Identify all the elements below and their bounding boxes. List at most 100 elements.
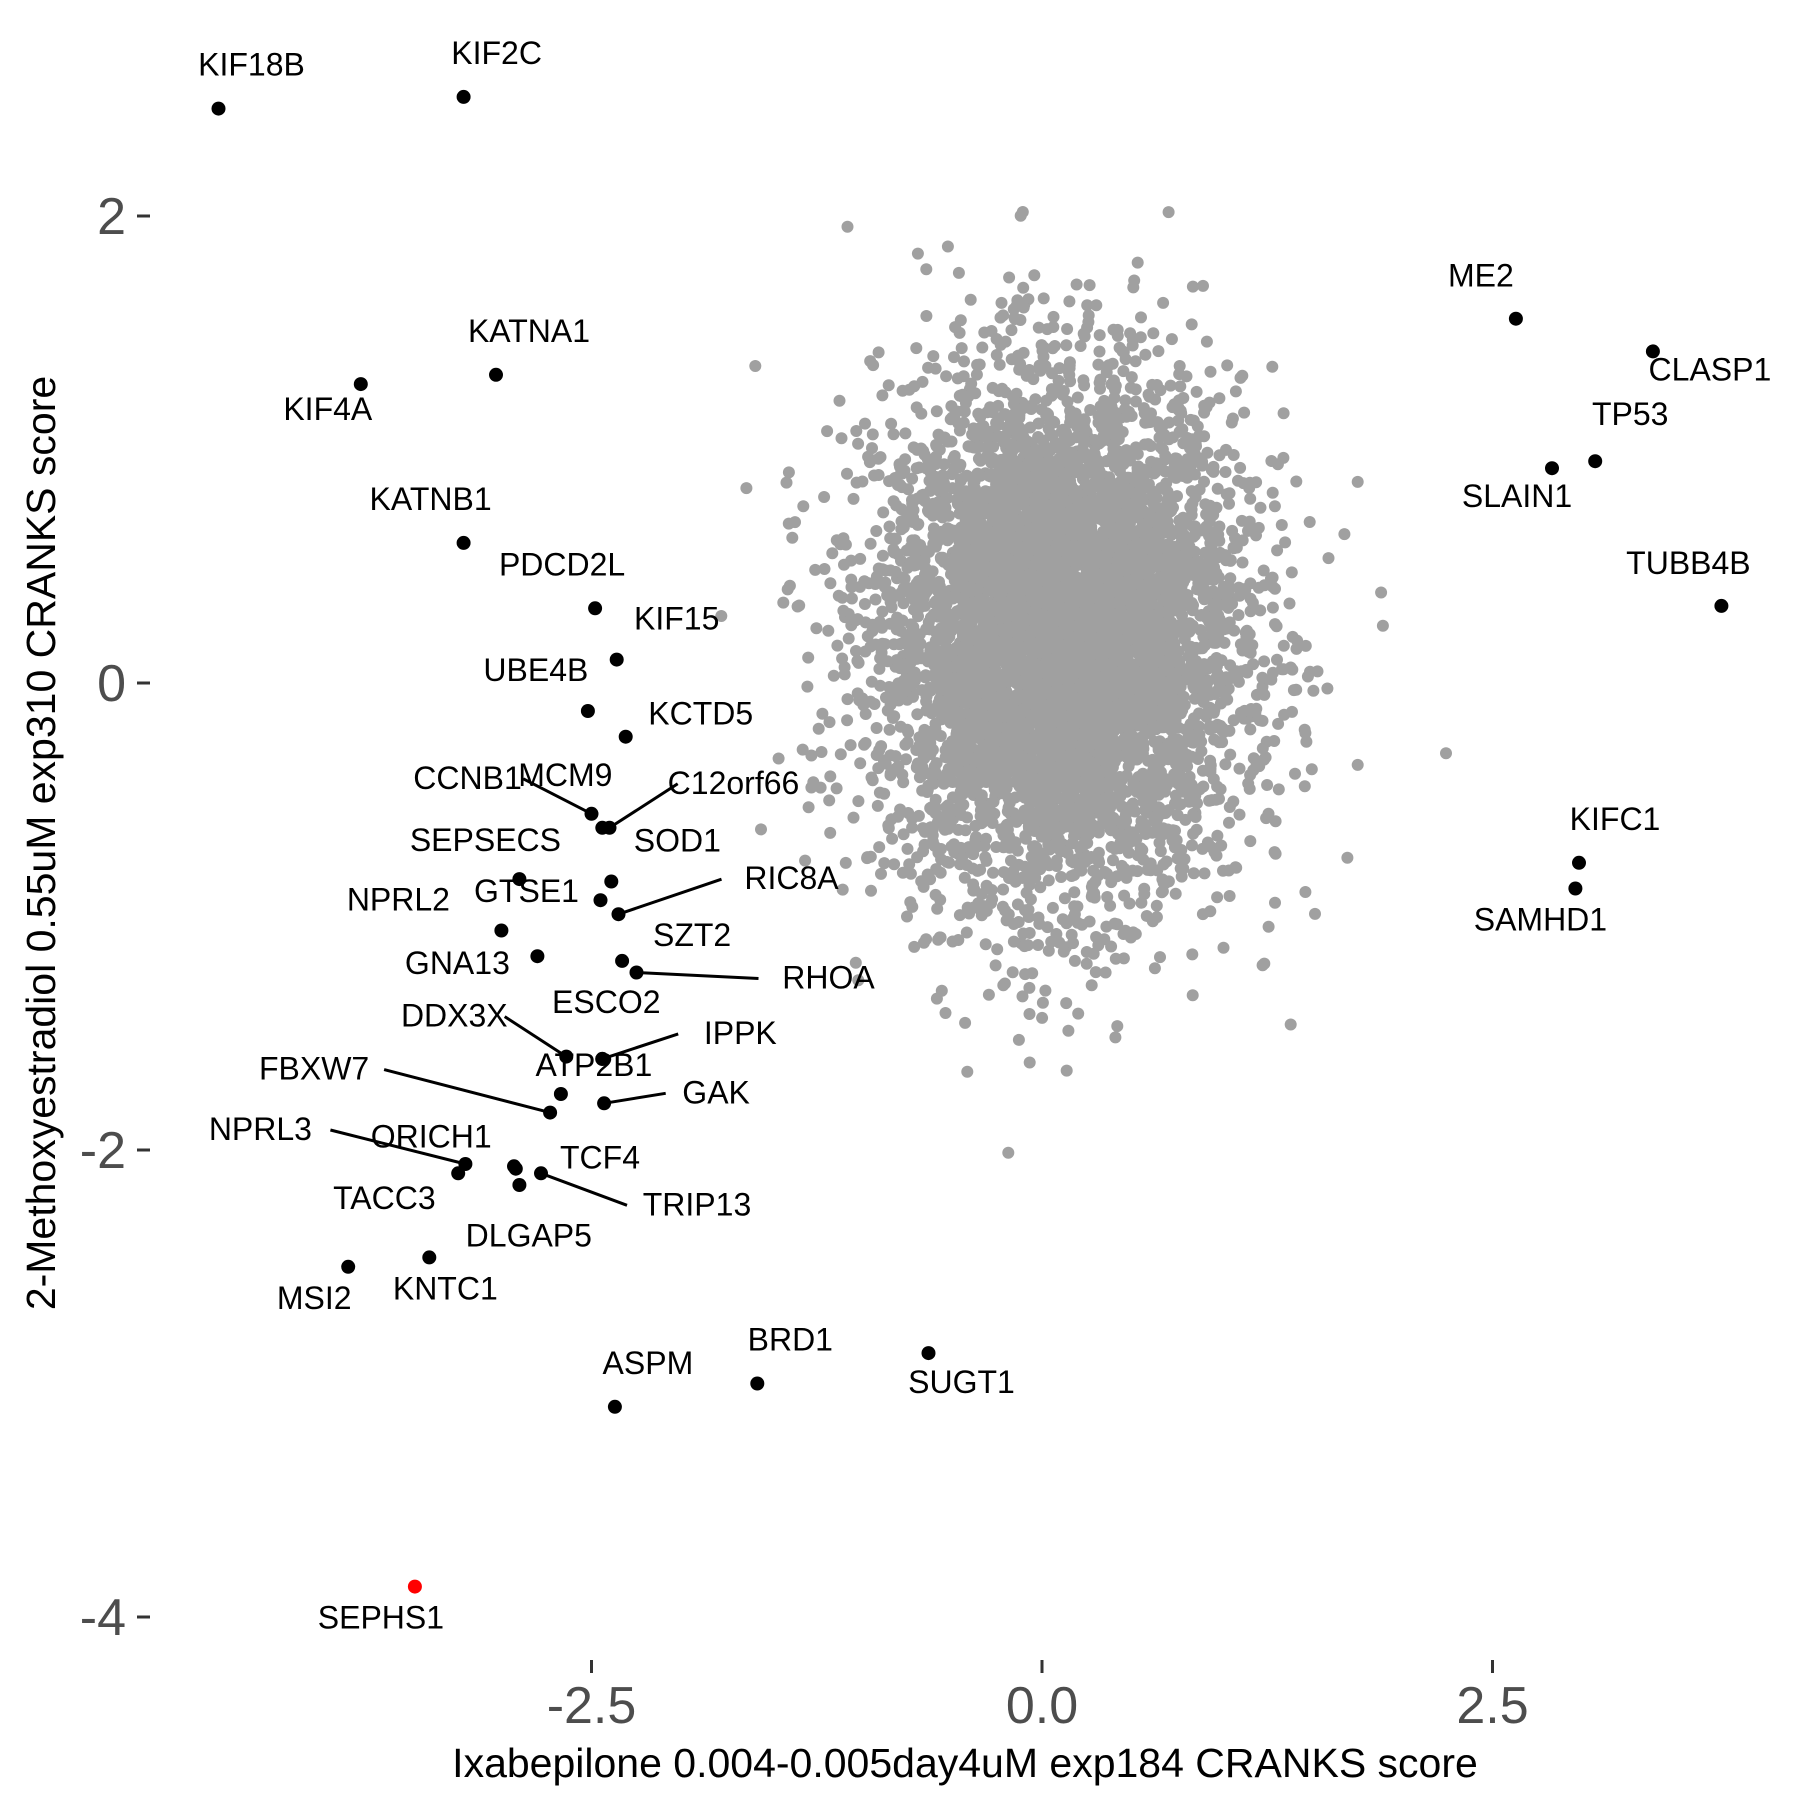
background-point [888,532,901,545]
background-point [818,563,831,575]
background-point [1136,654,1149,667]
background-point [1183,540,1196,553]
background-point [1067,452,1079,465]
background-point [1050,928,1063,940]
background-point [1028,269,1041,282]
background-point [1277,407,1290,420]
background-point [922,361,935,374]
background-point [1046,901,1059,914]
background-point [796,743,809,756]
background-point [1006,966,1019,979]
background-point [1129,355,1142,368]
background-point [1258,688,1271,701]
background-point [1140,910,1153,922]
background-point [1286,705,1298,718]
background-point [824,826,837,839]
background-point [955,809,968,821]
background-point [852,974,865,987]
background-point [1244,492,1257,505]
background-point [1227,714,1240,727]
background-point [1006,390,1019,403]
background-point [1299,639,1312,652]
background-point [1131,256,1144,269]
background-point [979,710,992,722]
background-point [1165,529,1178,541]
background-point [990,670,1003,683]
background-point [1093,376,1106,389]
background-point [864,537,877,550]
background-point [1076,451,1089,464]
background-point [1063,464,1076,477]
background-point [818,491,831,503]
background-point [1299,727,1312,739]
background-point [1221,359,1234,372]
background-point [903,858,916,871]
background-point [1022,911,1035,923]
background-point [830,782,843,795]
background-point [1070,278,1083,291]
background-point [910,342,923,355]
background-point [1153,421,1166,434]
background-point [1163,433,1175,446]
background-point [1036,1011,1049,1024]
background-point [1211,482,1224,495]
background-point [1213,736,1226,749]
background-point [1233,762,1246,775]
background-point [1261,779,1274,791]
background-point [1154,441,1167,454]
background-point [917,880,930,893]
background-point [1040,394,1053,407]
background-point [1229,385,1242,398]
background-point [906,494,918,507]
background-point [1232,609,1245,621]
background-point [838,668,851,681]
background-point [1208,688,1221,700]
background-point [986,817,999,829]
background-point [941,240,954,253]
background-point [1002,1146,1015,1159]
background-point [1223,497,1235,510]
background-point [786,531,799,544]
background-point [1204,754,1217,767]
background-point [927,608,940,621]
background-point [980,854,993,867]
background-point [1116,662,1129,675]
background-point [839,856,852,869]
background-point [958,355,970,368]
background-point [873,841,886,854]
background-point [890,623,903,636]
background-point [1213,392,1226,405]
background-point [921,868,934,881]
background-point [1375,586,1388,599]
background-point [1093,345,1106,358]
background-point [908,940,921,953]
background-point [985,325,998,337]
background-point [1064,375,1077,388]
background-point [1260,812,1273,825]
background-point [1211,891,1224,904]
background-point [831,639,844,652]
background-point [1145,455,1158,468]
background-point [937,772,949,784]
background-point [1120,410,1133,423]
background-point [1016,990,1029,1003]
background-point [1002,908,1015,921]
background-point [975,909,988,922]
background-point [1162,206,1175,219]
background-point [1174,380,1187,393]
background-point [871,799,884,812]
background-point [851,687,864,700]
background-point [1032,608,1045,621]
background-point [1062,775,1075,788]
background-point [1269,896,1281,909]
background-point [887,428,900,441]
background-point [802,651,815,664]
background-point [1197,279,1209,292]
background-point [966,557,979,570]
background-point [1098,394,1111,407]
background-point [1217,941,1230,954]
background-point [870,525,883,537]
background-point [939,641,952,654]
background-point [1185,750,1198,763]
background-point [1060,1064,1073,1077]
